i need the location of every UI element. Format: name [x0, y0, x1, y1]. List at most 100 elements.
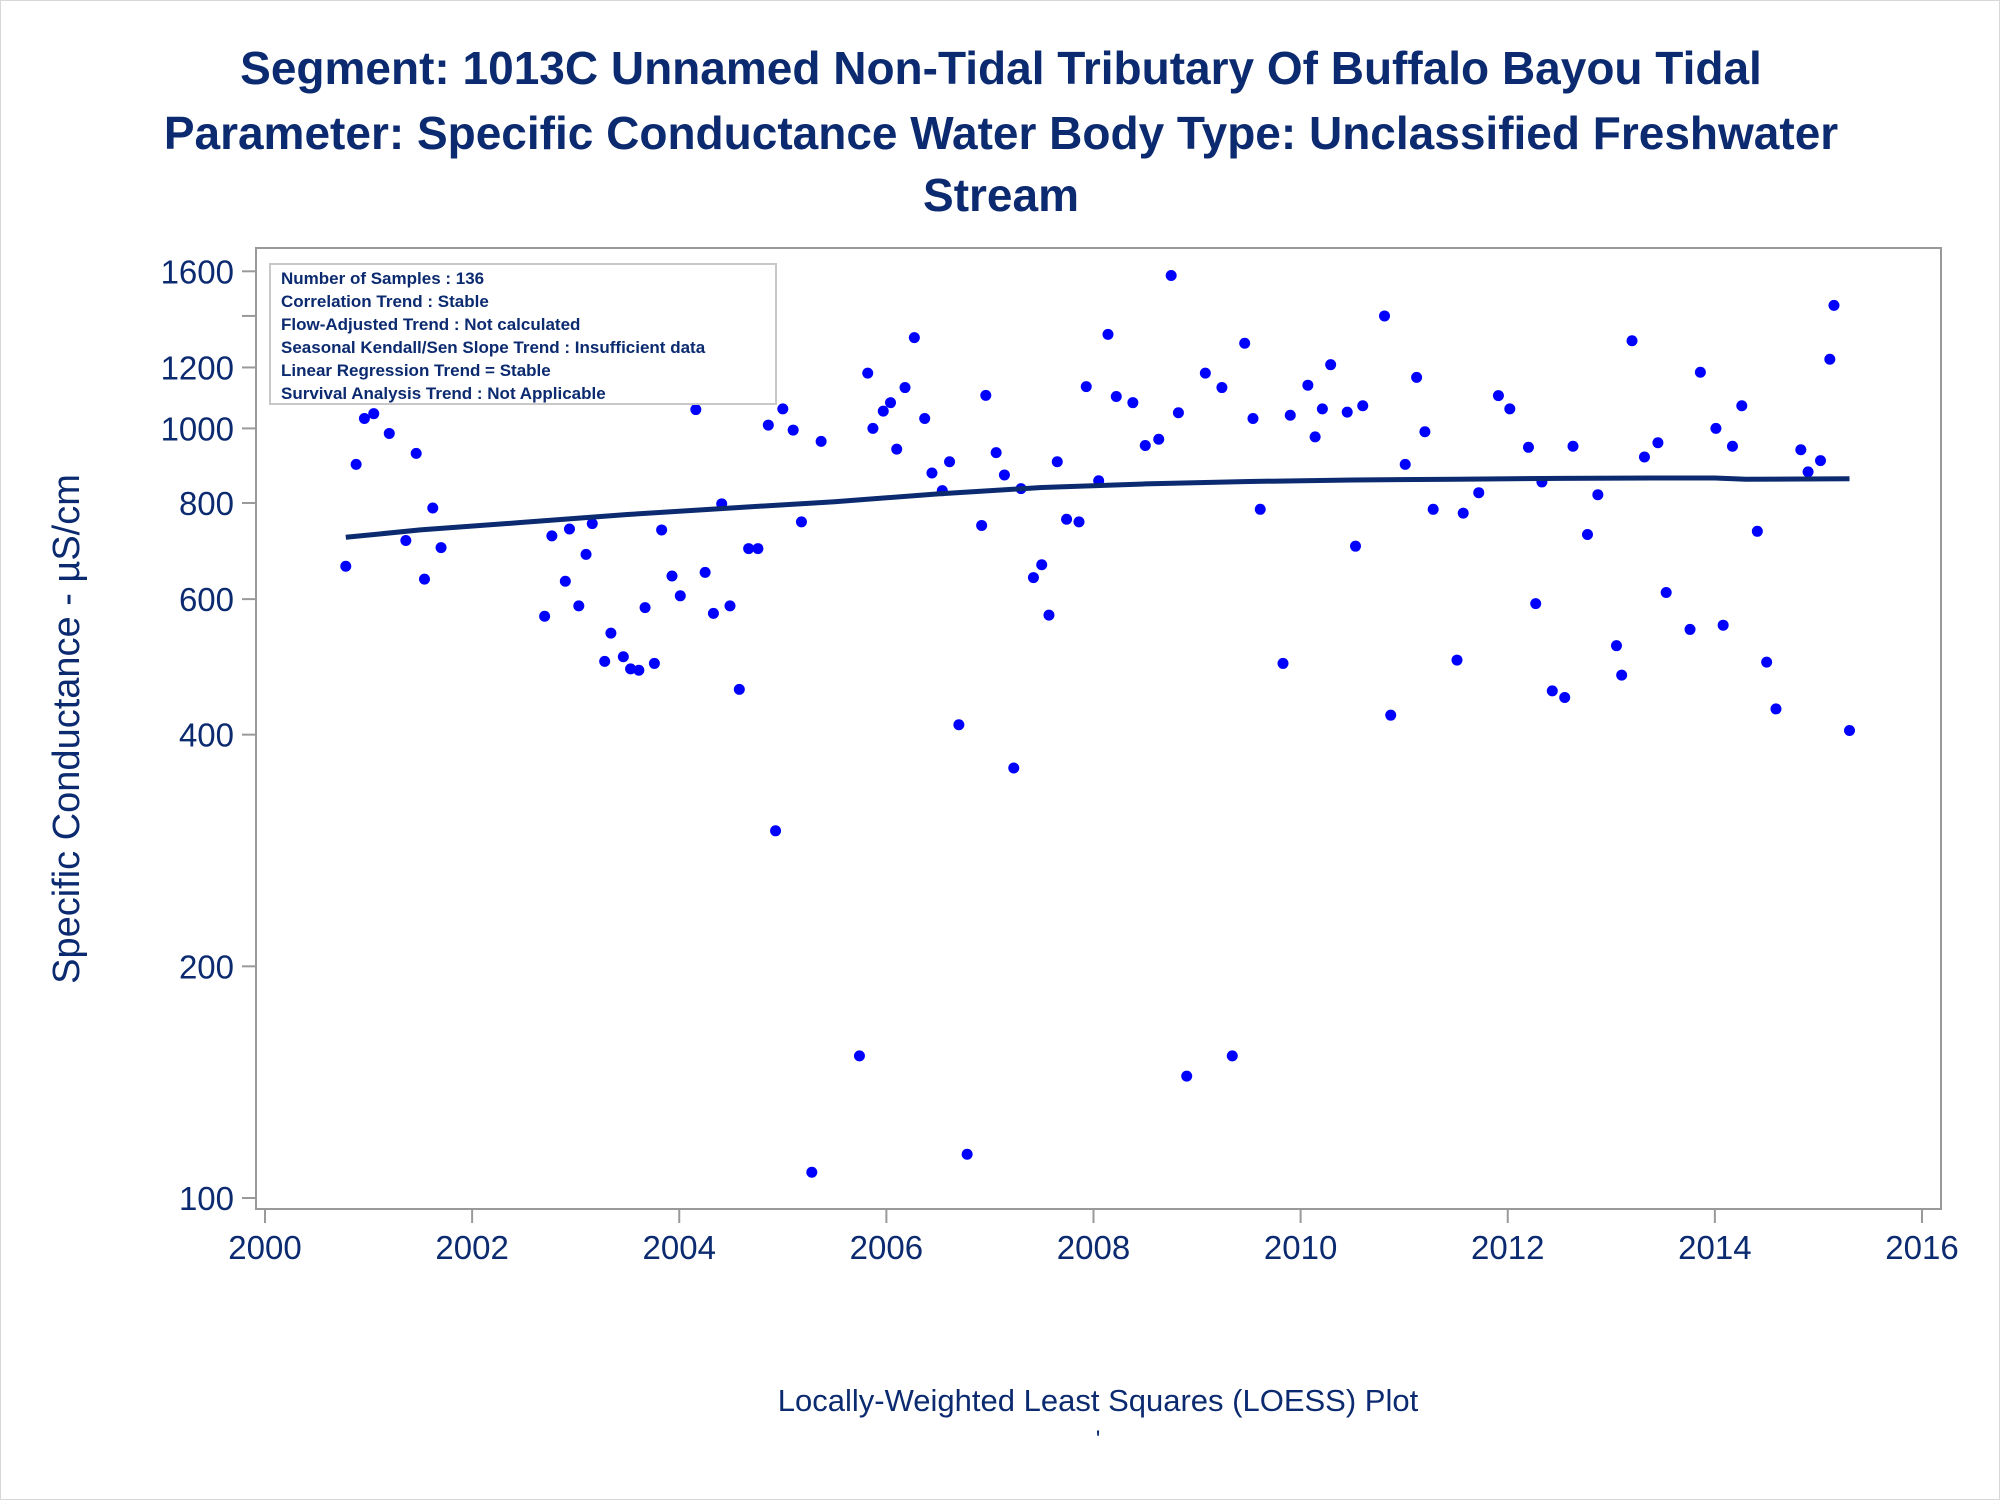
plot-area	[255, 247, 1942, 1210]
chart-title-line2: Parameter: Specific Conductance Water Bo…	[163, 107, 1839, 159]
data-point	[787, 424, 799, 436]
data-point	[777, 403, 789, 415]
data-point	[666, 570, 678, 582]
x-tick-label: 2002	[435, 1229, 508, 1266]
data-point	[1226, 1050, 1238, 1062]
data-point	[1717, 619, 1729, 631]
data-point	[368, 408, 380, 420]
x-tick-label: 2012	[1471, 1229, 1544, 1266]
footer-caption: Locally-Weighted Least Squares (LOESS) P…	[778, 1383, 1419, 1418]
data-point	[1073, 516, 1085, 528]
data-point	[980, 389, 992, 401]
data-point	[358, 413, 370, 425]
data-point	[580, 548, 592, 560]
data-point	[1102, 328, 1114, 340]
data-point	[1239, 337, 1251, 349]
data-point	[1341, 406, 1353, 418]
data-point	[1172, 407, 1184, 419]
data-point	[944, 456, 956, 468]
data-point	[1652, 437, 1664, 449]
data-point	[435, 542, 447, 554]
stats-box-border	[269, 263, 777, 405]
data-point	[1802, 466, 1814, 478]
chart-title-line3: Stream	[923, 169, 1079, 221]
data-point	[586, 518, 598, 530]
data-point	[559, 575, 571, 587]
stats-box: Number of Samples : 136 Correlation Tren…	[269, 263, 777, 405]
y-axis: 100 200 400 600 800 1000 1200 1600	[161, 253, 256, 1217]
data-point	[976, 519, 988, 531]
data-point	[573, 600, 585, 612]
data-point	[770, 825, 782, 837]
data-point	[1592, 489, 1604, 501]
data-point	[795, 516, 807, 528]
data-point	[690, 404, 702, 416]
y-tick-label: 100	[179, 1180, 234, 1217]
data-point	[563, 523, 575, 535]
data-point	[1761, 656, 1773, 668]
data-point	[877, 405, 889, 417]
data-point	[1610, 640, 1622, 652]
data-point	[1559, 692, 1571, 704]
loess-line-layer	[345, 475, 1850, 540]
data-point	[752, 543, 764, 555]
data-point	[539, 610, 551, 622]
data-point	[400, 535, 412, 547]
data-point	[1660, 587, 1672, 599]
data-point	[953, 719, 965, 731]
data-point	[926, 467, 938, 479]
data-point	[350, 458, 362, 470]
data-point	[625, 663, 637, 675]
data-point	[1828, 299, 1840, 311]
data-point	[1795, 444, 1807, 456]
data-point	[1457, 507, 1469, 519]
data-point	[699, 566, 711, 578]
data-point	[1165, 270, 1177, 282]
data-point	[648, 657, 660, 669]
data-point	[1357, 400, 1369, 412]
y-tick-label: 600	[179, 581, 234, 618]
data-point	[1546, 685, 1558, 697]
data-point	[1616, 669, 1628, 681]
data-point	[1530, 598, 1542, 610]
data-point	[1694, 366, 1706, 378]
data-point	[733, 683, 745, 695]
data-point	[546, 530, 558, 542]
x-axis: 2000 2002 2004 2006 2008 2010 2012 2014 2016	[228, 1209, 1959, 1266]
data-point	[891, 443, 903, 455]
data-point	[1127, 397, 1139, 409]
data-point	[1027, 572, 1039, 584]
data-point	[1110, 391, 1122, 403]
stats-line-correlation: Correlation Trend : Stable	[281, 292, 489, 311]
data-point	[1080, 381, 1092, 393]
data-point	[961, 1148, 973, 1160]
data-point	[1385, 709, 1397, 721]
data-point	[418, 573, 430, 585]
data-point	[674, 590, 686, 602]
data-point	[1284, 409, 1296, 421]
data-point	[1309, 431, 1321, 443]
data-point	[1492, 390, 1504, 402]
data-point	[1736, 400, 1748, 412]
data-point	[724, 600, 736, 612]
data-point	[1302, 379, 1314, 391]
data-point	[806, 1166, 818, 1178]
loess-line	[345, 475, 1850, 540]
data-point	[1216, 382, 1228, 394]
data-point	[1567, 440, 1579, 452]
y-tick-label: 1000	[161, 410, 234, 447]
x-tick-label: 2008	[1057, 1229, 1130, 1266]
y-tick-label: 1200	[161, 349, 234, 386]
data-point	[998, 469, 1010, 481]
data-point	[1726, 440, 1738, 452]
data-point	[1277, 657, 1289, 669]
data-point	[1419, 426, 1431, 438]
x-tick-label: 2014	[1678, 1229, 1751, 1266]
data-point	[633, 664, 645, 676]
data-point	[1061, 513, 1073, 525]
data-point	[862, 367, 874, 379]
data-point	[1844, 725, 1856, 737]
data-point	[1139, 440, 1151, 452]
x-tick-label: 2006	[850, 1229, 923, 1266]
